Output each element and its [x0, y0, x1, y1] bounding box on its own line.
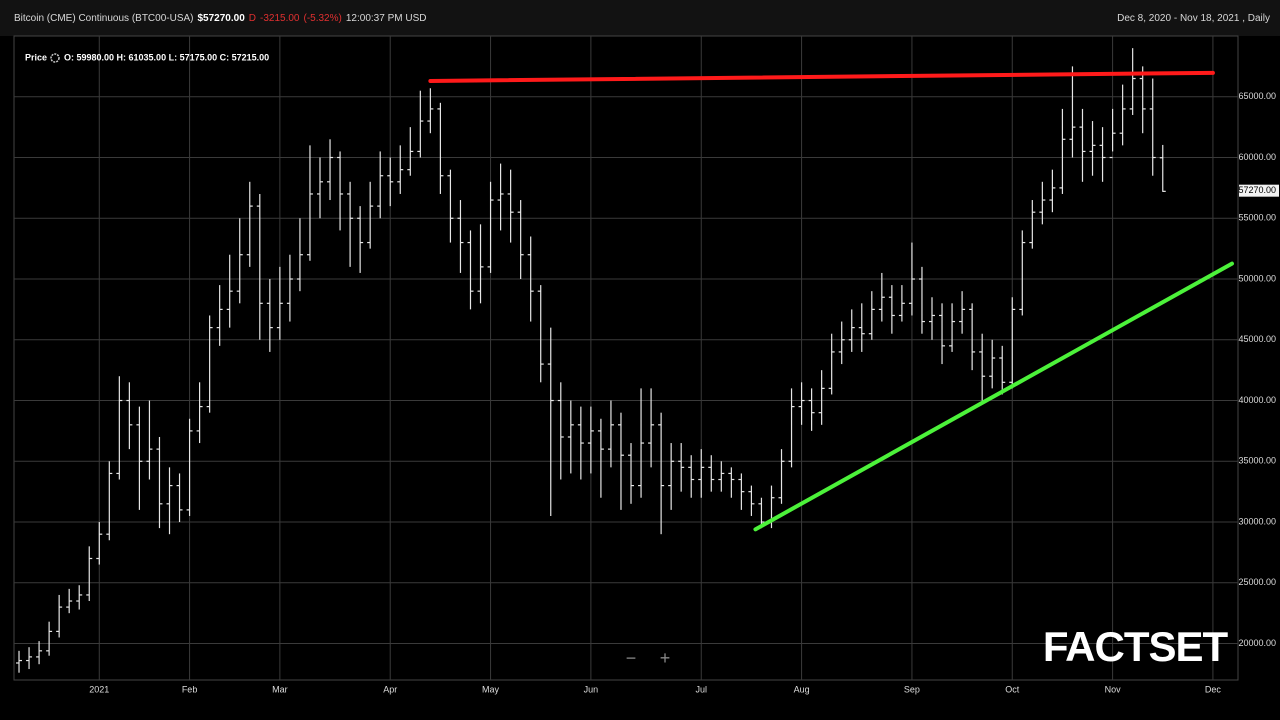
change: -3215.00 — [260, 12, 300, 24]
x-tick-label: Sep — [904, 684, 920, 694]
x-tick-label: Aug — [794, 684, 810, 694]
date-range: Dec 8, 2020 - Nov 18, 2021 , Daily — [1117, 13, 1270, 24]
settings-icon[interactable] — [50, 53, 60, 63]
header-bar: Bitcoin (CME) Continuous (BTC00-USA) $57… — [0, 0, 1280, 36]
x-tick-label: Jun — [584, 684, 599, 694]
trend-line — [428, 70, 1215, 83]
x-tick-label: Apr — [383, 684, 397, 694]
y-tick-label: 30000.00 — [1238, 516, 1276, 526]
labels: 20000.00 25000.00 30000.00 35000.00 40000.00… — [89, 91, 1279, 694]
x-tick-label: Feb — [182, 684, 198, 694]
last-price-label: 57270.00 — [1238, 185, 1276, 195]
legend-values: O: 59980.00 H: 61035.00 L: 57175.00 C: 5… — [64, 52, 269, 62]
y-tick-label: 40000.00 — [1238, 395, 1276, 405]
x-tick-label: Oct — [1005, 684, 1020, 694]
y-tick-label: 65000.00 — [1238, 91, 1276, 101]
y-tick-label: 25000.00 — [1238, 577, 1276, 587]
change-flag: D — [248, 12, 257, 24]
y-tick-label: 50000.00 — [1238, 273, 1276, 283]
y-tick-label: 60000.00 — [1238, 152, 1276, 162]
zoom-in-button[interactable]: + — [660, 648, 671, 668]
x-tick-label: Mar — [272, 684, 288, 694]
chart-title: Bitcoin (CME) Continuous (BTC00-USA) — [14, 12, 194, 24]
x-tick-label: May — [482, 684, 500, 694]
zoom-out-button[interactable]: − — [626, 648, 637, 668]
y-tick-label: 20000.00 — [1238, 638, 1276, 648]
legend-label: Price — [25, 52, 47, 62]
grid — [14, 36, 1238, 680]
y-tick-label: 55000.00 — [1238, 213, 1276, 223]
x-tick-label: Dec — [1205, 684, 1222, 694]
trend-line — [753, 261, 1234, 532]
annotations — [428, 70, 1234, 532]
last-price-tag — [1239, 184, 1279, 197]
x-tick-label: Jul — [695, 684, 707, 694]
x-tick-label: Nov — [1105, 684, 1122, 694]
change-pct: (-5.32%) — [303, 12, 342, 24]
plot-area — [13, 35, 1239, 681]
price: $57270.00 — [197, 12, 245, 24]
timestamp: 12:00:37 PM USD — [345, 12, 427, 24]
logo: FACTSET — [1043, 623, 1229, 670]
y-tick-label: 45000.00 — [1238, 334, 1276, 344]
x-tick-label: 2021 — [89, 684, 109, 694]
y-tick-label: 35000.00 — [1238, 456, 1276, 466]
